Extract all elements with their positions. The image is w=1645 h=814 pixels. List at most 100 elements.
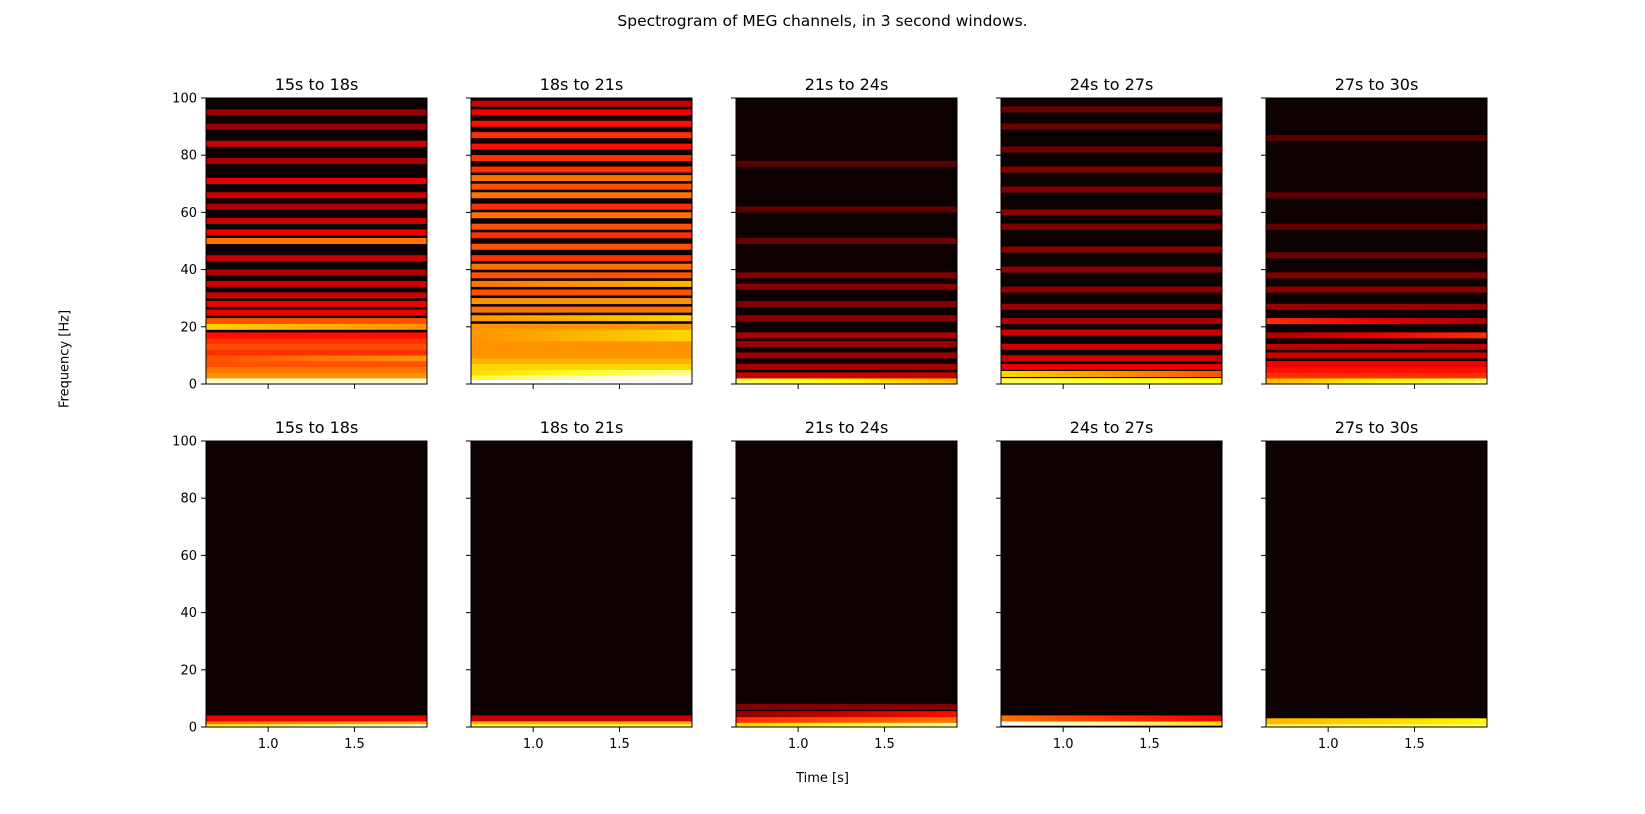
frequency-band: [1266, 360, 1487, 367]
y-tick-label: 40: [180, 263, 197, 278]
frequency-band: [736, 372, 957, 379]
frequency-band: [471, 155, 692, 162]
panel-title: 27s to 30s: [1335, 75, 1419, 94]
frequency-band: [736, 711, 957, 718]
spectrogram-bands: [1001, 106, 1222, 384]
frequency-band: [471, 298, 692, 305]
frequency-band: [206, 177, 427, 184]
frequency-band: [206, 349, 427, 356]
spectrogram-panel-r2-c1: 15s to 18s 0 20 40 60 80 100 1.0 1.5: [172, 418, 428, 752]
panel-frame: [1265, 440, 1488, 728]
figure-title: Spectrogram of MEG channels, in 3 second…: [617, 12, 1028, 30]
spectrogram-background: [1001, 441, 1222, 727]
frequency-band: [471, 232, 692, 239]
frequency-band: [471, 329, 692, 336]
frequency-band: [206, 203, 427, 210]
frequency-band: [1266, 366, 1487, 373]
frequency-band: [1001, 303, 1222, 310]
frequency-band: [471, 166, 692, 173]
frequency-band: [736, 340, 957, 347]
frequency-band: [206, 192, 427, 199]
frequency-band: [736, 721, 957, 727]
panel-frame: [205, 440, 428, 728]
frequency-band: [206, 217, 427, 224]
frequency-band: [206, 378, 427, 384]
frequency-band: [206, 229, 427, 236]
frequency-band: [206, 338, 427, 345]
frequency-band: [206, 123, 427, 130]
frequency-band: [206, 309, 427, 316]
frequency-band: [1001, 719, 1222, 726]
y-tick-label: 20: [180, 320, 197, 335]
frequency-band: [206, 360, 427, 367]
panel-title: 21s to 24s: [805, 418, 889, 437]
spectrogram-bands: [1266, 718, 1487, 727]
frequency-band: [471, 335, 692, 342]
panel-frame: [470, 97, 693, 385]
frequency-band: [471, 715, 692, 722]
spectrogram-background: [206, 441, 427, 727]
x-tick-label: 1.5: [344, 737, 365, 752]
frequency-band: [471, 132, 692, 139]
frequency-band: [1001, 246, 1222, 253]
frequency-band: [736, 716, 957, 723]
spectrogram-background: [471, 441, 692, 727]
frequency-band: [471, 289, 692, 296]
frequency-band: [471, 306, 692, 313]
frequency-band: [206, 323, 427, 330]
frequency-band: [1266, 318, 1487, 325]
frequency-band: [206, 300, 427, 307]
x-tick-label: 1.0: [258, 737, 279, 752]
spectrogram-bands: [471, 715, 692, 727]
panel-frame: [735, 440, 958, 728]
frequency-band: [471, 243, 692, 250]
frequency-band: [471, 203, 692, 210]
frequency-band: [471, 340, 692, 347]
panel-frame: [1000, 97, 1223, 385]
spectrogram-panel-r1-c1: 15s to 18s 0 20 40 60 80 100: [172, 75, 428, 393]
frequency-band: [471, 346, 692, 353]
frequency-band: [1001, 378, 1222, 384]
y-tick-label: 0: [189, 721, 197, 736]
frequency-band: [471, 280, 692, 287]
panel-frame: [470, 440, 693, 728]
frequency-band: [471, 212, 692, 219]
frequency-band: [471, 109, 692, 116]
spectrogram-panel-r1-c5: 27s to 30s: [1261, 75, 1488, 389]
frequency-band: [206, 269, 427, 276]
spectrogram-bands: [206, 715, 427, 727]
x-axis-label: Time [s]: [796, 771, 849, 786]
frequency-band: [471, 358, 692, 365]
frequency-band: [1266, 372, 1487, 379]
frequency-band: [1266, 223, 1487, 230]
frequency-band: [471, 315, 692, 322]
frequency-band: [471, 223, 692, 230]
frequency-band: [1001, 715, 1222, 722]
frequency-band: [736, 238, 957, 244]
frequency-band: [1001, 209, 1222, 216]
spectrogram-panel-r2-c4: 24s to 27s 1.0 1.5: [996, 418, 1223, 752]
frequency-band: [471, 263, 692, 270]
frequency-band: [1001, 329, 1222, 336]
frequency-band: [471, 183, 692, 190]
frequency-band: [471, 120, 692, 127]
spectrogram-panel-r2-c2: 18s to 21s 1.0 1.5: [466, 418, 693, 752]
y-tick-label: 100: [172, 92, 197, 107]
panel-title: 24s to 27s: [1070, 418, 1154, 437]
y-tick-label: 20: [180, 663, 197, 678]
frequency-band: [471, 255, 692, 262]
frequency-band: [1001, 223, 1222, 230]
frequency-band: [206, 355, 427, 362]
x-tick-label: 1.0: [1053, 737, 1074, 752]
frequency-band: [206, 372, 427, 379]
frequency-band: [736, 315, 957, 322]
panel-title: 18s to 21s: [540, 418, 624, 437]
frequency-band: [736, 160, 957, 167]
spectrogram-panel-r1-c3: 21s to 24s: [731, 75, 958, 389]
x-tick-label: 1.5: [1139, 737, 1160, 752]
frequency-band: [736, 352, 957, 359]
panel-title: 24s to 27s: [1070, 75, 1154, 94]
frequency-band: [206, 715, 427, 722]
frequency-band: [1001, 343, 1222, 350]
frequency-band: [206, 255, 427, 262]
